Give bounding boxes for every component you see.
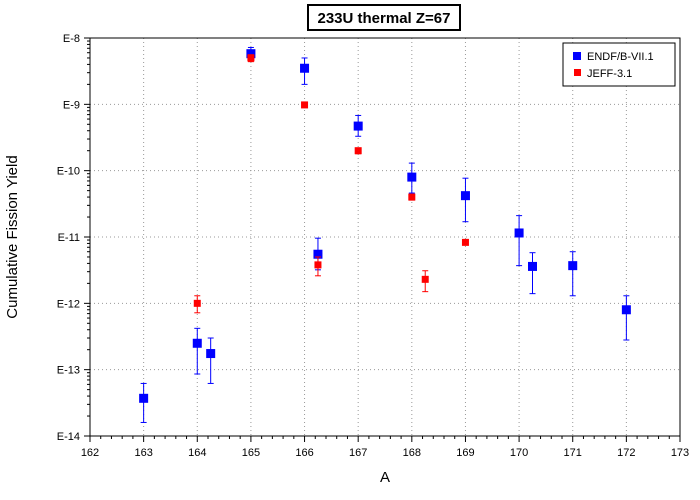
chart-title: 233U thermal Z=67 [318,10,451,27]
data-point [301,101,309,109]
y-tick-label: E-13 [57,365,80,377]
data-point [247,54,255,62]
series-endf [139,46,631,423]
data-point [206,349,216,359]
legend: ENDF/B-VII.1 JEFF-3.1 [562,42,676,87]
x-tick-label: 172 [617,447,635,459]
x-tick-labels: 162 163 164 165 166 167 168 169 170 171 172 173 [81,447,689,459]
y-tick-label: E-9 [63,99,80,111]
chart-title-box: 233U thermal Z=67 [307,4,461,31]
series-jeff [193,54,469,314]
x-tick-label: 173 [671,447,689,459]
data-point [461,238,469,246]
x-tick-label: 164 [188,447,206,459]
y-tick-label: E-14 [57,431,80,443]
title-frame [307,4,461,31]
series-layer [139,46,631,423]
data-point [421,275,429,283]
x-tick-label: 165 [242,447,260,459]
y-axis-label: Cumulative Fission Yield [4,155,21,318]
data-point [139,393,149,403]
legend-marker-endf [573,52,581,60]
y-tick-label: E-11 [58,232,80,244]
y-tick-labels: E-14 E-13 E-12 E-11 E-10 E-9 E-8 [57,33,80,443]
x-tick-label: 166 [295,447,313,459]
legend-frame [562,42,676,87]
x-tick-label: 168 [403,447,421,459]
x-tick-label: 162 [81,447,99,459]
data-point [354,147,362,155]
data-point [407,172,417,182]
legend-label-jeff: JEFF-3.1 [587,68,632,80]
data-point [408,193,416,201]
x-tick-label: 169 [456,447,474,459]
plot-frame [89,37,681,437]
data-point [313,249,323,259]
legend-marker-jeff [574,69,581,76]
data-point [192,338,202,348]
legend-label-endf: ENDF/B-VII.1 [587,51,654,63]
data-point [568,261,578,271]
data-point [460,191,470,201]
x-tick-label: 171 [564,447,582,459]
y-tick-label: E-12 [57,298,80,310]
data-point [514,228,524,238]
data-point [314,261,322,269]
x-axis-label: A [380,469,390,486]
x-tick-label: 167 [349,447,367,459]
data-point [193,299,201,307]
data-point [246,49,256,59]
data-point [528,261,537,271]
y-tick-label: E-8 [63,33,80,45]
data-point [353,121,363,131]
plot-background [90,38,680,436]
x-tick-label: 170 [510,447,528,459]
axes [84,37,681,442]
data-point [621,305,631,315]
y-tick-label: E-10 [57,166,80,178]
x-tick-label: 163 [134,447,152,459]
data-point [300,63,310,73]
